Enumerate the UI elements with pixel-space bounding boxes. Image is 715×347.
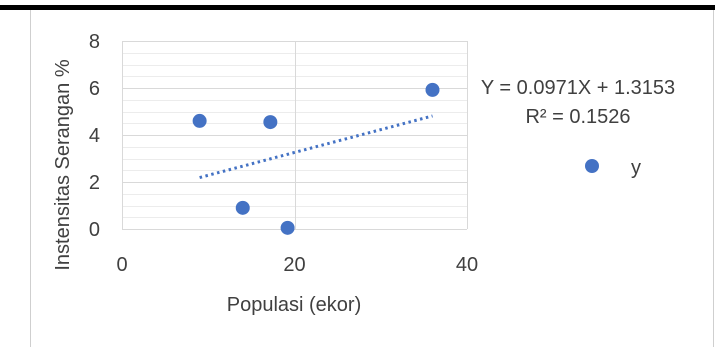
scatter-point (425, 82, 440, 97)
scatter-point (235, 200, 250, 215)
x-axis-label: Populasi (ekor) (227, 294, 362, 316)
top-border (0, 5, 715, 10)
legend-label: y (631, 157, 641, 179)
x-tick-label: 20 (283, 254, 305, 276)
plot-area: 0 20 40 0 2 4 6 8 (89, 31, 478, 276)
y-tick-label: 2 (89, 172, 100, 194)
trendline (199, 114, 433, 180)
y-tick-label: 8 (89, 31, 100, 53)
y-tick-label: 6 (89, 78, 100, 100)
scatter-point (280, 220, 295, 235)
grid-lines (122, 41, 468, 230)
y-tick-label: 0 (89, 219, 100, 241)
y-axis-ticks: 0 2 4 6 8 (89, 31, 100, 241)
x-tick-label: 40 (456, 254, 478, 276)
legend-marker-icon (585, 159, 599, 173)
y-tick-label: 4 (89, 125, 100, 147)
trendline-r-squared: R² = 0.1526 (525, 106, 630, 128)
x-axis-ticks: 0 20 40 (116, 254, 478, 276)
trendline-equation: Y = 0.0971X + 1.3153 (481, 77, 675, 99)
data-points (192, 82, 440, 235)
x-tick-label: 0 (116, 254, 127, 276)
scatter-point (192, 113, 207, 128)
legend: y (585, 157, 641, 179)
y-axis-label: Instensitas Serangan % (52, 59, 74, 270)
scatter-point (263, 115, 278, 130)
